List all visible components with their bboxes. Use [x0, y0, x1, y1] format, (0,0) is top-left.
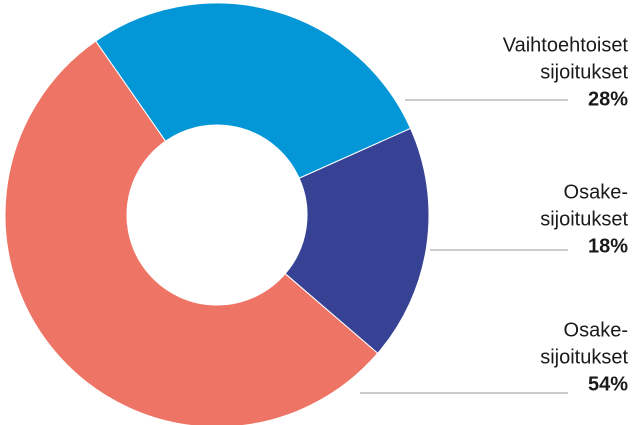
slice-label: Osake-	[564, 181, 628, 203]
slice-label: sijoitukset	[540, 346, 628, 368]
slice-label: Vaihtoehtoiset	[503, 34, 629, 56]
value-label: 18%	[588, 235, 628, 257]
donut-slice	[4, 40, 379, 425]
donut-slice	[95, 2, 412, 179]
slice-label: sijoitukset	[540, 208, 628, 230]
slice-label: Osake-	[564, 319, 628, 341]
value-label: 54%	[588, 373, 628, 395]
value-label: 28%	[588, 88, 628, 110]
donut-slice	[284, 127, 430, 354]
slice-label: sijoitukset	[540, 61, 628, 83]
